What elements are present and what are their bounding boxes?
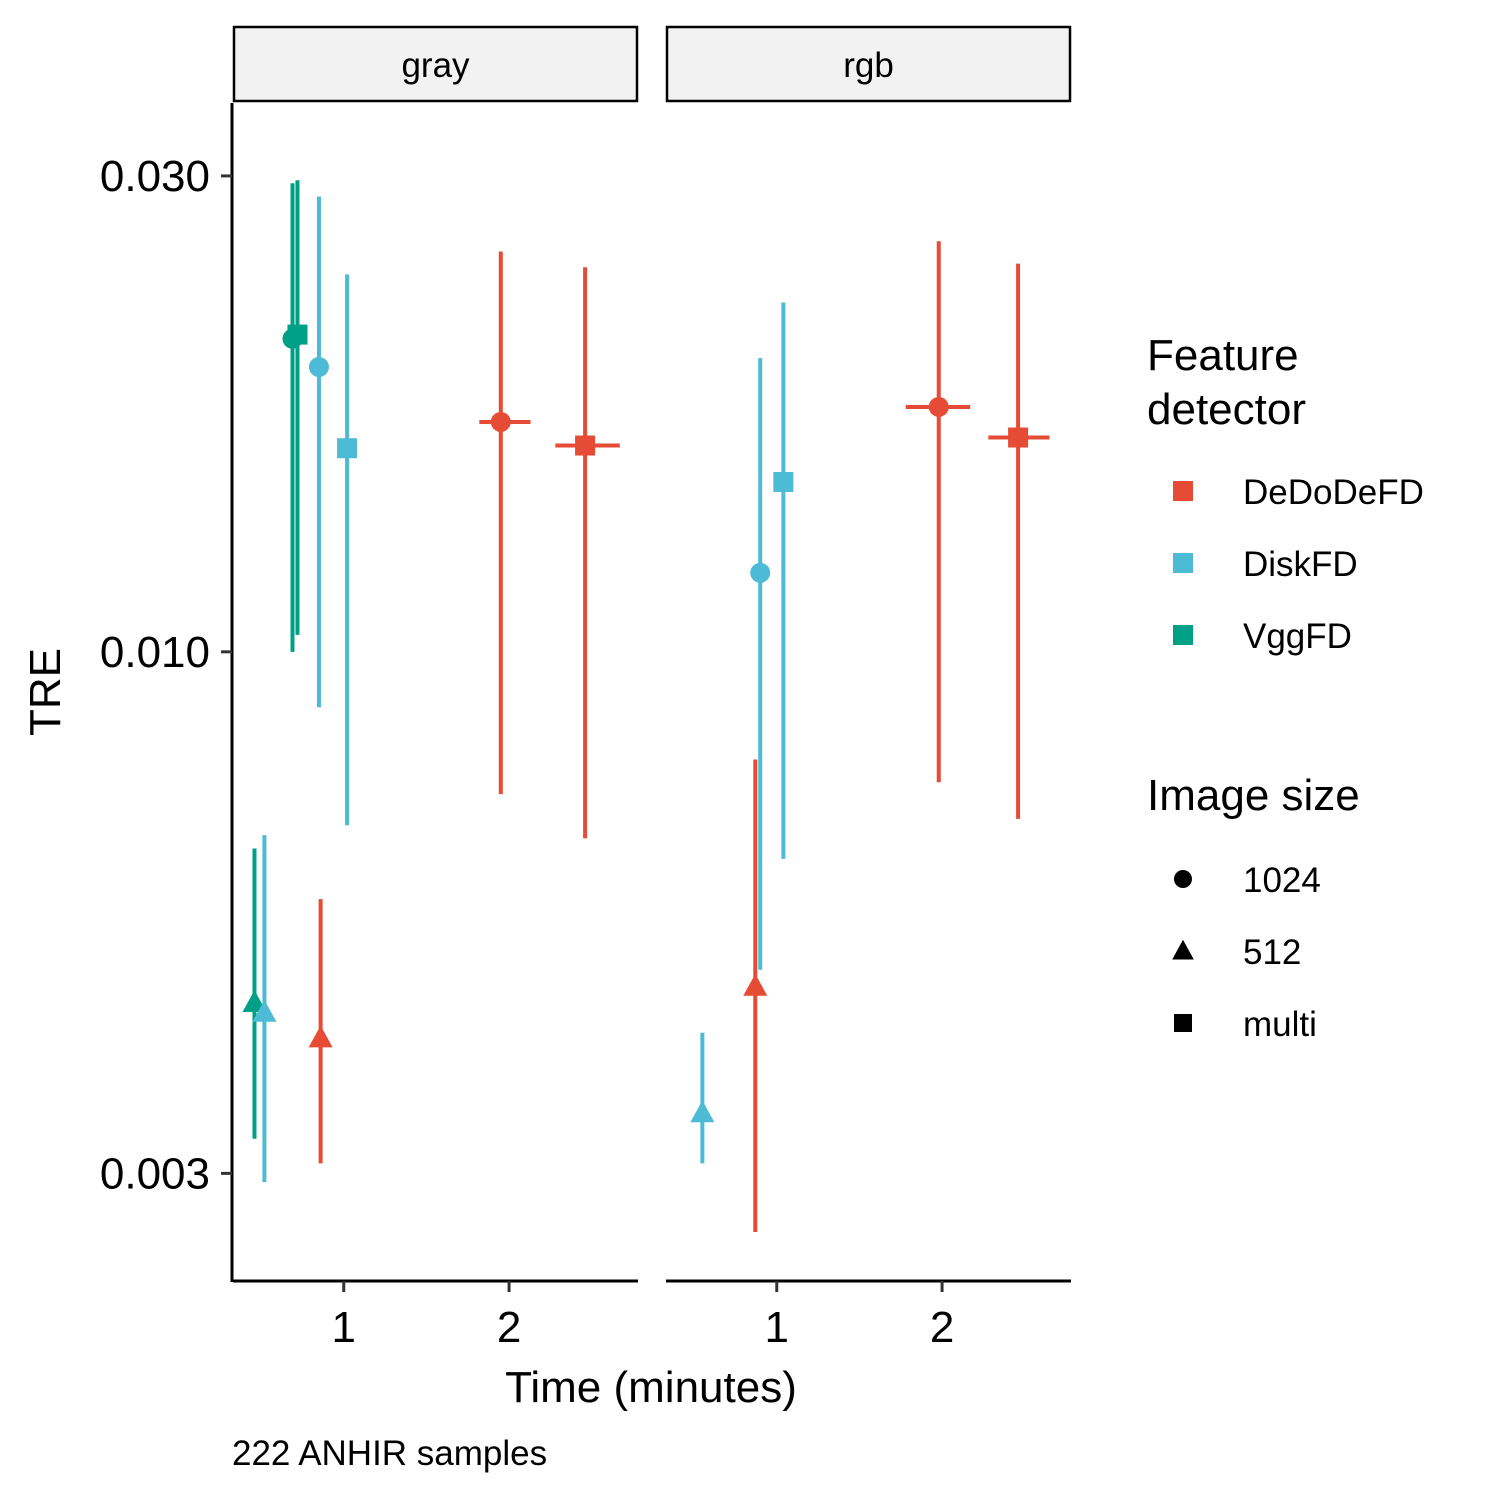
legend-shape-1024 (1174, 870, 1192, 888)
point-DeDoDeFD-1024 (905, 241, 971, 783)
point-marker (690, 1100, 715, 1123)
point-DeDoDeFD-512 (308, 899, 333, 1164)
x-tick-label: 2 (497, 1303, 521, 1352)
legend-color-title: Feature (1147, 331, 1299, 380)
y-tick-label: 0.003 (100, 1149, 210, 1198)
legend-shape-title: Image size (1147, 771, 1360, 820)
point-marker (337, 438, 358, 459)
point-DiskFD-512 (690, 1032, 715, 1164)
point-marker (743, 973, 768, 996)
legend-swatch-DeDoDeFD (1173, 481, 1193, 501)
point-marker (575, 435, 596, 456)
y-tick-label: 0.010 (100, 628, 210, 677)
point-VggFD-1024 (282, 183, 303, 652)
strip-gray (232, 25, 639, 103)
legend-swatch-DiskFD (1173, 553, 1193, 573)
strip-label-rgb: rgb (843, 46, 894, 85)
legend-label-multi: multi (1243, 1005, 1317, 1044)
strip-label-gray: gray (401, 46, 470, 85)
x-axis-title: Time (minutes) (505, 1363, 797, 1412)
legend-label-1024: 1024 (1243, 861, 1321, 900)
legend-label-DeDoDeFD: DeDoDeFD (1243, 473, 1424, 512)
point-VggFD-512 (242, 848, 267, 1139)
point-DeDoDeFD-512 (743, 759, 768, 1233)
facet-panels: gray 1 2 rgb 1 2 (232, 25, 1072, 1352)
point-marker (308, 1025, 333, 1048)
y-tick-label: 0.030 (100, 152, 210, 201)
legend: Feature detector DeDoDeFD DiskFD VggFD Image … (1147, 331, 1424, 1044)
strip-rgb (665, 25, 1072, 103)
x-tick-label: 1 (765, 1303, 789, 1352)
point-marker (490, 411, 511, 432)
caption: 222 ANHIR samples (232, 1434, 547, 1473)
point-DeDoDeFD-1024 (479, 251, 531, 795)
legend-swatch-VggFD (1173, 625, 1193, 645)
legend-label-512: 512 (1243, 933, 1301, 972)
point-marker (242, 990, 267, 1012)
point-DeDoDeFD-multi (988, 263, 1050, 819)
legend-label-DiskFD: DiskFD (1243, 545, 1358, 584)
legend-label-VggFD: VggFD (1243, 617, 1352, 656)
point-marker (773, 471, 794, 492)
point-marker (928, 396, 949, 417)
point-marker (308, 356, 329, 377)
point-VggFD-multi (287, 180, 308, 635)
point-DiskFD-512 (252, 835, 277, 1183)
point-marker (750, 562, 771, 583)
panel-rgb: rgb 1 2 (665, 25, 1072, 1352)
x-tick-label: 2 (930, 1303, 954, 1352)
legend-shape-multi (1174, 1014, 1192, 1032)
point-DeDoDeFD-multi (555, 267, 620, 839)
point-marker (252, 999, 277, 1022)
point-DiskFD-1024 (308, 196, 329, 708)
y-axis: 0.003 0.010 0.030 (100, 103, 234, 1282)
point-DiskFD-multi (773, 302, 794, 859)
y-axis-title: TRE (21, 648, 70, 736)
point-marker (1008, 427, 1029, 448)
point-DiskFD-multi (337, 274, 358, 826)
point-marker (287, 324, 308, 345)
x-tick-label: 1 (332, 1303, 356, 1352)
legend-shape-512 (1172, 939, 1194, 960)
point-DiskFD-1024 (750, 358, 771, 970)
panel-gray: gray 1 2 (232, 25, 639, 1352)
legend-color-title: detector (1147, 385, 1306, 434)
